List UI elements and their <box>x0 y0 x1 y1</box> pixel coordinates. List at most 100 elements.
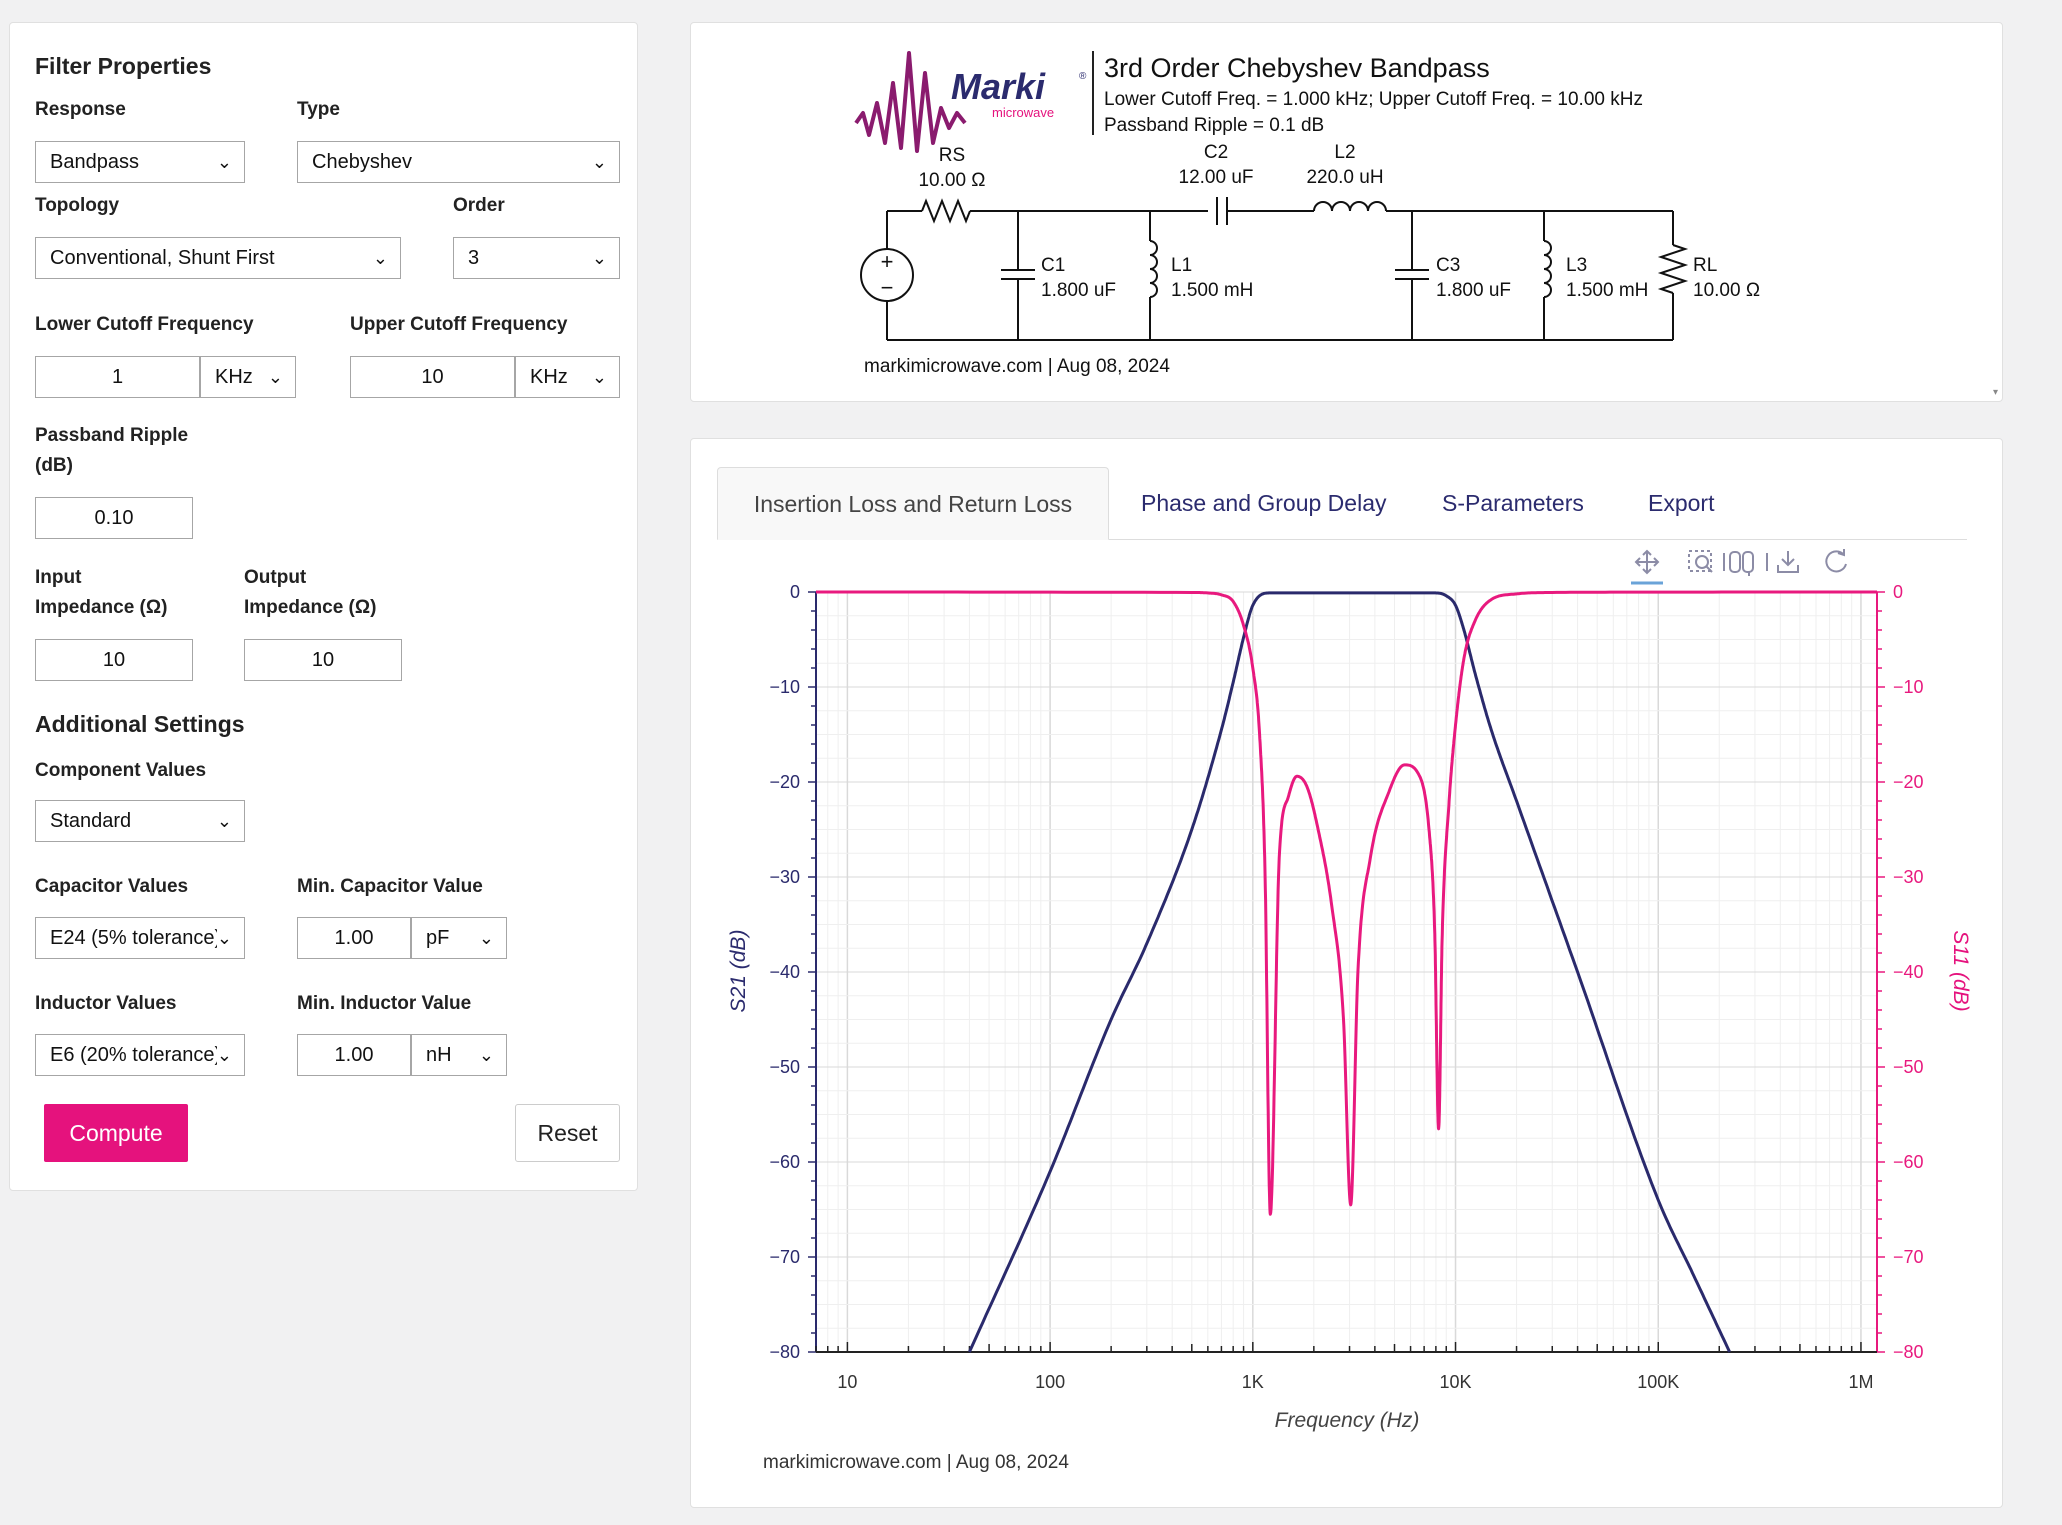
c2-value: 12.00 uF <box>1179 167 1254 188</box>
rs-value: 10.00 Ω <box>918 170 985 191</box>
autoscale-icon[interactable] <box>1729 551 1754 576</box>
component-values-select[interactable]: Standard ⌄ <box>35 800 245 842</box>
ripple-unit-label: (dB) <box>35 455 73 476</box>
min-capacitor-input[interactable]: 1.00 <box>297 917 411 959</box>
additional-settings-title: Additional Settings <box>35 711 245 737</box>
x-tick-label: 10 <box>837 1372 857 1392</box>
y-tick-label-right: −30 <box>1893 867 1924 887</box>
component-values-label: Component Values <box>35 760 207 781</box>
source-minus: − <box>881 275 894 300</box>
ripple-input[interactable]: 0.10 <box>35 497 193 539</box>
c1-value: 1.800 uF <box>1041 280 1116 301</box>
output-impedance-label-2: Impedance (Ω) <box>244 597 377 618</box>
zoom-icon[interactable] <box>1688 550 1713 573</box>
input-impedance-input[interactable]: 10 <box>35 639 193 681</box>
chevron-down-icon: ⌄ <box>478 1045 494 1065</box>
response-label: Response <box>35 99 126 120</box>
upper-unit-value: KHz <box>530 366 568 388</box>
rl-resistor <box>1657 244 1689 294</box>
upper-cutoff-input[interactable]: 10 <box>350 356 515 398</box>
x-tick-label: 10K <box>1440 1372 1472 1392</box>
min-inductor-label: Min. Inductor Value <box>297 993 472 1014</box>
reset-button[interactable]: Reset <box>515 1104 620 1162</box>
tab-phase-group-delay[interactable]: Phase and Group Delay <box>1141 490 1387 516</box>
l2-inductor <box>1313 201 1387 212</box>
tab-s-parameters[interactable]: S-Parameters <box>1442 490 1584 516</box>
output-impedance-input[interactable]: 10 <box>244 639 402 681</box>
x-tick-label: 100 <box>1035 1372 1065 1392</box>
filter-properties-title: Filter Properties <box>35 53 212 79</box>
lower-cutoff-input[interactable]: 1 <box>35 356 200 398</box>
min-inductor-unit-select[interactable]: nH ⌄ <box>411 1034 507 1076</box>
chevron-down-icon: ⌄ <box>478 928 494 948</box>
y-tick-label-right: −20 <box>1893 772 1924 792</box>
upper-unit-select[interactable]: KHz ⌄ <box>515 356 620 398</box>
response-select[interactable]: Bandpass ⌄ <box>35 141 245 183</box>
order-select[interactable]: 3 ⌄ <box>453 237 620 279</box>
inductor-values-label: Inductor Values <box>35 993 177 1014</box>
chevron-down-icon: ⌄ <box>216 1035 232 1075</box>
input-impedance-label-2: Impedance (Ω) <box>35 597 168 618</box>
filter-properties-panel: Filter Properties Response Type Bandpass… <box>9 22 638 1191</box>
l2-value: 220.0 uH <box>1306 167 1383 188</box>
inductor-values-value: E6 (20% tolerance) <box>50 1044 222 1066</box>
y-tick-label-right: −40 <box>1893 962 1924 982</box>
chevron-down-icon: ⌄ <box>216 918 232 958</box>
s21-series-line <box>968 591 1731 1353</box>
y-tick-label-right: 0 <box>1893 582 1903 602</box>
logo-sub: microwave <box>992 105 1054 120</box>
lower-unit-select[interactable]: KHz ⌄ <box>200 356 296 398</box>
chevron-down-icon: ⌄ <box>591 152 607 172</box>
compute-button[interactable]: Compute <box>44 1104 188 1162</box>
rl-value: 10.00 Ω <box>1693 280 1760 301</box>
y-tick-label-left: 0 <box>790 582 800 602</box>
topology-value: Conventional, Shunt First <box>50 247 275 269</box>
y-tick-label-left: −50 <box>769 1057 800 1077</box>
y-axis-left-label: S21 (dB) <box>727 930 750 1013</box>
type-select[interactable]: Chebyshev ⌄ <box>297 141 620 183</box>
upper-cutoff-label: Upper Cutoff Frequency <box>350 314 568 335</box>
lower-unit-value: KHz <box>215 366 253 388</box>
y-tick-label-right: −80 <box>1893 1342 1924 1362</box>
chevron-down-icon: ⌄ <box>372 248 388 268</box>
download-icon[interactable] <box>1777 551 1799 573</box>
inductor-values-select[interactable]: E6 (20% tolerance) ⌄ <box>35 1034 245 1076</box>
l1-value: 1.500 mH <box>1171 280 1253 301</box>
l2-name: L2 <box>1334 142 1355 163</box>
chevron-down-icon: ⌄ <box>267 367 283 387</box>
reset-icon[interactable] <box>1825 549 1847 573</box>
min-capacitor-label: Min. Capacitor Value <box>297 876 483 897</box>
x-axis-label: Frequency (Hz) <box>1275 1409 1420 1432</box>
x-tick-label: 100K <box>1637 1372 1679 1392</box>
topology-select[interactable]: Conventional, Shunt First ⌄ <box>35 237 401 279</box>
schematic-footer: markimicrowave.com | Aug 08, 2024 <box>864 356 1170 377</box>
output-impedance-label: Output <box>244 567 307 588</box>
capacitor-values-select[interactable]: E24 (5% tolerance) ⌄ <box>35 917 245 959</box>
logo-wave <box>854 51 967 153</box>
min-capacitor-unit-select[interactable]: pF ⌄ <box>411 917 507 959</box>
type-value: Chebyshev <box>312 151 413 173</box>
chart-series <box>816 590 1877 1353</box>
chart-grid <box>815 591 1877 1353</box>
logo-text: Marki <box>951 66 1046 107</box>
y-tick-label-right: −50 <box>1893 1057 1924 1077</box>
schematic-line1: Lower Cutoff Freq. = 1.000 kHz; Upper Cu… <box>1104 89 1643 110</box>
tab-export[interactable]: Export <box>1648 490 1715 516</box>
c3-name: C3 <box>1436 255 1460 276</box>
chevron-down-icon: ⌄ <box>591 248 607 268</box>
logo-registered: ® <box>1079 71 1087 82</box>
schematic-line2: Passband Ripple = 0.1 dB <box>1104 115 1324 136</box>
type-label: Type <box>297 99 340 120</box>
pan-icon[interactable] <box>1634 549 1660 575</box>
l1-name: L1 <box>1171 255 1192 276</box>
x-tick-label: 1K <box>1242 1372 1264 1392</box>
plot-panel: Insertion Loss and Return Loss Phase and… <box>690 438 2003 1508</box>
tab-insertion-loss[interactable]: Insertion Loss and Return Loss <box>717 467 1109 540</box>
rl-name: RL <box>1693 255 1717 276</box>
min-inductor-input[interactable]: 1.00 <box>297 1034 411 1076</box>
y-tick-label-right: −70 <box>1893 1247 1924 1267</box>
chevron-down-icon: ⌄ <box>591 367 607 387</box>
ripple-label: Passband Ripple <box>35 425 189 446</box>
order-value: 3 <box>468 247 480 269</box>
c2-name: C2 <box>1204 142 1228 163</box>
